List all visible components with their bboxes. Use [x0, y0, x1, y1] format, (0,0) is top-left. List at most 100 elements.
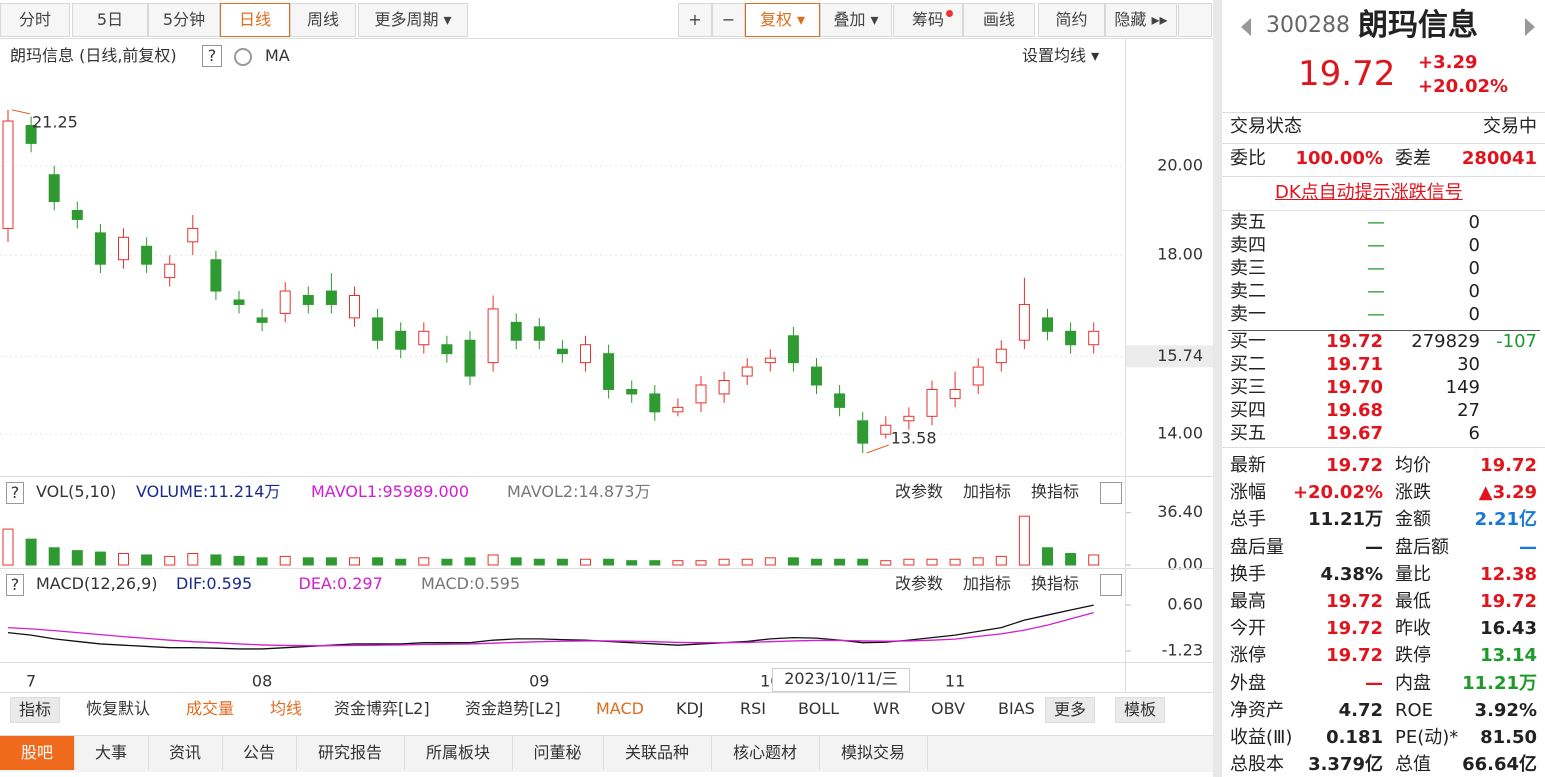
bottom-tab[interactable]: 关联品种 [603, 736, 712, 770]
price: 19.72 [1298, 54, 1396, 94]
indicator-tab[interactable]: BIAS [998, 699, 1035, 718]
help-button[interactable]: ? [6, 482, 24, 504]
panel-button[interactable]: 换指标 [1031, 574, 1080, 593]
indicator-tab[interactable]: 模板 [1115, 697, 1166, 723]
tool-button[interactable]: 复权 ▾ [745, 3, 820, 37]
volume-bar [372, 557, 384, 566]
indicator-tab[interactable]: 资金趋势[L2] [465, 699, 561, 718]
order-label: 买四 [1230, 400, 1266, 421]
indicator-tab[interactable]: MACD [596, 699, 644, 718]
period-button[interactable]: 5日 [72, 3, 148, 37]
chart-area: 14.00 15.74 18.00 20.00 36.40 0.00 0.60 -1.23 7 0… [0, 109, 1213, 691]
indicator-legend: DEA:0.297 [298, 574, 383, 593]
stat-label: 跌停 [1395, 645, 1431, 667]
change-pct: +20.02% [1418, 76, 1509, 97]
gear[interactable] [234, 48, 252, 66]
help-button[interactable]: ? [6, 574, 24, 596]
period-button[interactable]: 日线 [220, 3, 290, 37]
ma-setting[interactable]: 设置均线 ▾ [1022, 46, 1100, 65]
candle-body [2, 120, 14, 229]
bottom-tab[interactable]: 核心题材 [711, 736, 820, 770]
bottom-tab[interactable]: 模拟交易 [819, 736, 928, 770]
candle-body [464, 339, 476, 377]
panel-button[interactable]: 换指标 [1031, 482, 1080, 501]
indicator-tab[interactable]: 恢复默认 [86, 699, 151, 718]
volume-bar [603, 558, 615, 566]
order-label: 买一 [1230, 331, 1266, 352]
signal-link[interactable]: DK点自动提示涨跌信号 [1275, 182, 1463, 203]
indicator-tab[interactable]: 成交量 [186, 699, 235, 718]
bottom-tab[interactable]: 公告 [222, 736, 297, 770]
indicator-tab[interactable]: BOLL [798, 699, 840, 718]
tool-button[interactable]: 简约 [1038, 3, 1105, 37]
order-volume: 0 [1468, 281, 1480, 302]
candle-body [94, 232, 106, 265]
help-button[interactable]: ? [202, 45, 222, 67]
indicator-tab[interactable]: OBV [931, 699, 966, 718]
indicator-tab[interactable]: WR [873, 699, 900, 718]
next-arrow[interactable] [1525, 18, 1544, 36]
stat-label: 今开 [1230, 618, 1266, 640]
candle-body [764, 357, 776, 364]
indicator-tab[interactable]: RSI [740, 699, 766, 718]
candle-body [787, 335, 799, 364]
stat-label: 净资产 [1230, 699, 1284, 721]
bottom-tab[interactable]: 问董秘 [512, 736, 604, 770]
volume-bar [464, 557, 476, 566]
panel-button[interactable]: 加指标 [963, 574, 1012, 593]
tool-button[interactable]: 筹码 [893, 3, 963, 37]
candle-body [903, 415, 915, 422]
indicator-tab[interactable]: 资金博弈[L2] [334, 699, 430, 718]
bottom-tab[interactable]: 股吧 [0, 736, 75, 770]
volume-bar [903, 558, 915, 566]
x-tick-label: 08 [252, 672, 272, 691]
panel-button[interactable]: 改参数 [895, 574, 944, 593]
y-tick-label: 14.00 [1157, 424, 1203, 443]
indicator-tab[interactable]: KDJ [676, 699, 704, 718]
candle-body [556, 348, 568, 355]
stat-value: +20.02% [1292, 482, 1383, 504]
volume-bar [1088, 554, 1100, 566]
panel-button[interactable]: 改参数 [895, 482, 944, 501]
tool-button[interactable]: 叠加 ▾ [820, 3, 892, 37]
candle-body [302, 295, 314, 305]
stat-value: — [1365, 672, 1383, 694]
stat-value: 12.38 [1480, 563, 1537, 585]
period-button[interactable]: 周线 [290, 3, 356, 37]
close-button[interactable] [1100, 574, 1122, 596]
tool-button[interactable]: 画线 [963, 3, 1035, 37]
candle-body [995, 348, 1007, 364]
prev-arrow[interactable] [1232, 18, 1251, 36]
stat-value: ▲3.29 [1478, 482, 1537, 504]
indicator-tab[interactable]: 更多 [1045, 697, 1096, 723]
indicator-tab[interactable]: 指标 [10, 697, 61, 723]
separator [1222, 112, 1545, 113]
indicator-tab[interactable]: 均线 [270, 699, 303, 718]
candle-body [718, 380, 730, 395]
tool-button[interactable]: + [678, 3, 712, 37]
stat-value: 3.379亿 [1308, 754, 1383, 776]
period-button[interactable]: 更多周期 ▾ [358, 3, 468, 37]
bottom-tab[interactable]: 大事 [74, 736, 149, 770]
order-volume: 279829 [1411, 331, 1480, 352]
candle-body [603, 353, 615, 390]
fullscreen-button[interactable] [1178, 3, 1212, 37]
volume-bar [741, 558, 753, 566]
close-button[interactable] [1100, 482, 1122, 504]
min-arrow [866, 444, 889, 454]
bottom-tab[interactable]: 所属板块 [404, 736, 513, 770]
period-button[interactable]: 5分钟 [148, 3, 220, 37]
candle-body [695, 384, 707, 404]
volume-bar [302, 557, 314, 566]
bottom-tab[interactable]: 研究报告 [296, 736, 405, 770]
tool-button[interactable]: − [712, 3, 745, 37]
order-label: 买二 [1230, 354, 1266, 375]
candle-body [672, 406, 684, 413]
tool-button[interactable]: 隐藏 ▸▸ [1105, 3, 1177, 37]
bottom-tab[interactable]: 资讯 [148, 736, 223, 770]
volume-bar [2, 528, 14, 566]
period-button[interactable]: 分时 [0, 3, 70, 37]
volume-bar [233, 555, 245, 566]
volume-bar [256, 557, 268, 566]
panel-button[interactable]: 加指标 [963, 482, 1012, 501]
